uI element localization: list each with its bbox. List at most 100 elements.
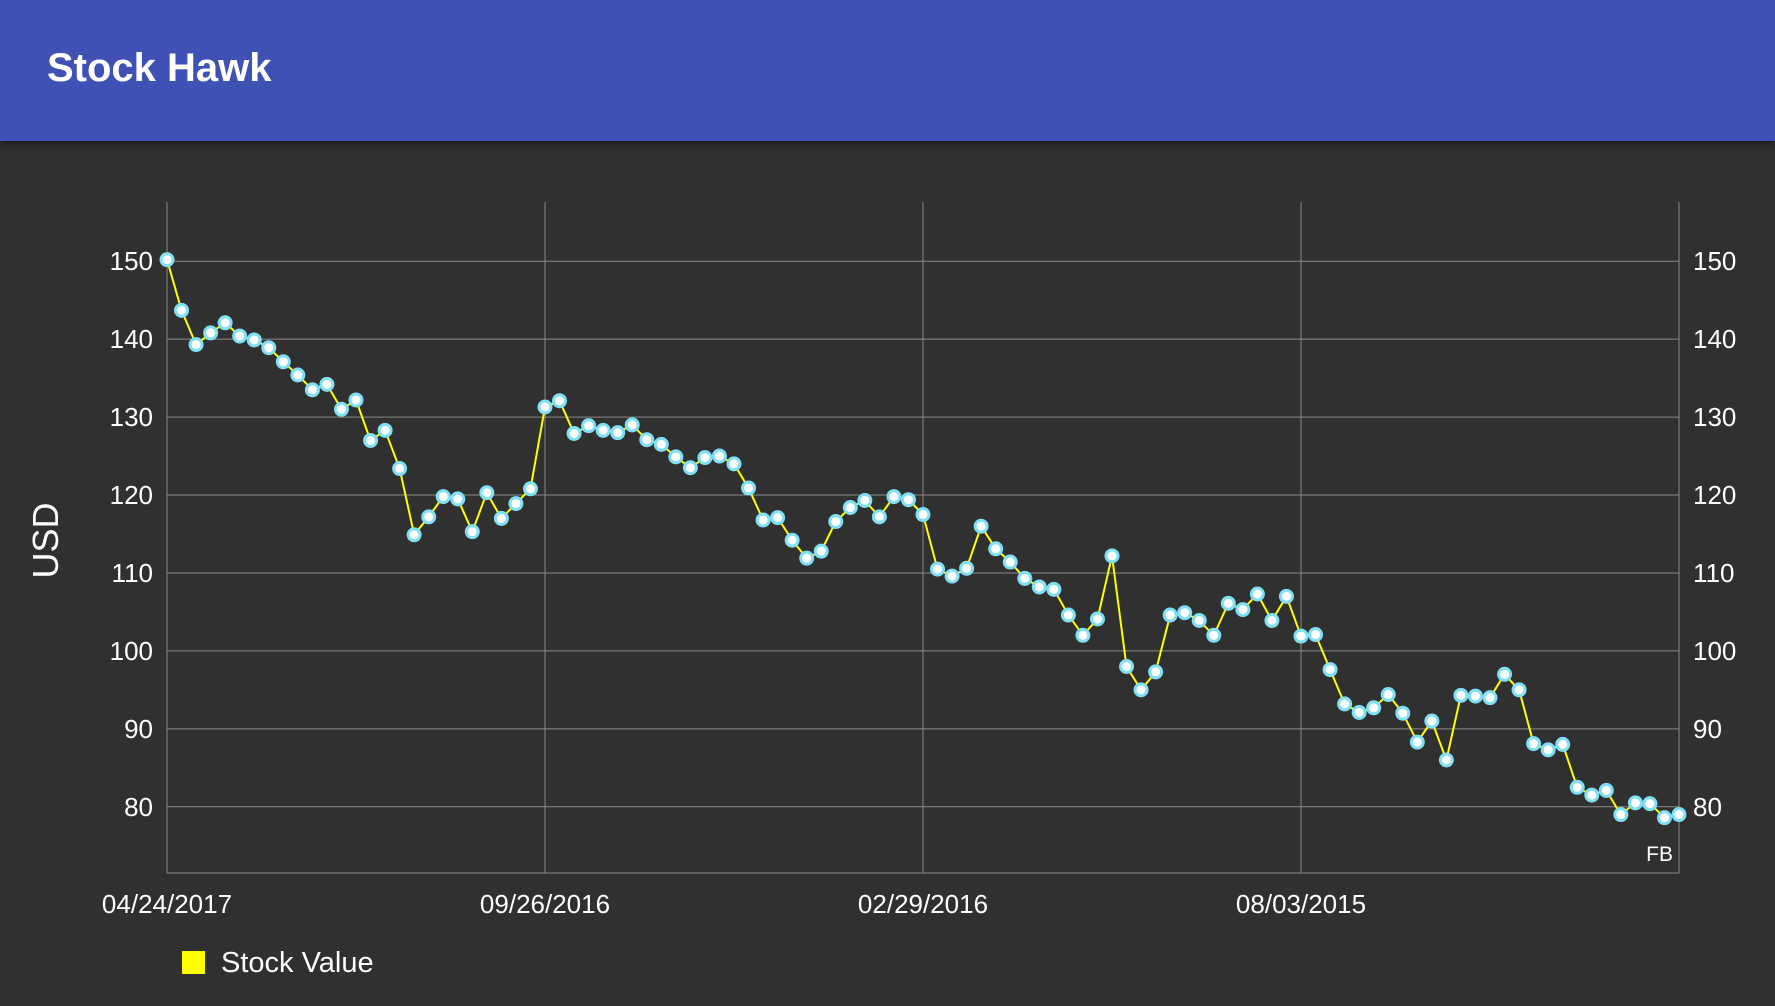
data-point[interactable]: [857, 492, 873, 508]
data-point[interactable]: [1089, 611, 1105, 627]
data-point[interactable]: [1235, 602, 1251, 618]
data-point[interactable]: [1497, 666, 1513, 682]
data-point[interactable]: [1366, 700, 1382, 716]
data-point[interactable]: [1206, 627, 1222, 643]
data-point[interactable]: [624, 417, 640, 433]
data-point[interactable]: [392, 461, 408, 477]
data-point[interactable]: [1540, 742, 1556, 758]
data-point[interactable]: [711, 448, 727, 464]
data-point[interactable]: [828, 514, 844, 530]
data-point[interactable]: [871, 509, 887, 525]
data-point[interactable]: [1278, 588, 1294, 604]
data-point[interactable]: [959, 560, 975, 576]
data-point[interactable]: [741, 480, 757, 496]
data-point[interactable]: [203, 325, 219, 341]
data-point[interactable]: [435, 489, 451, 505]
data-point[interactable]: [406, 527, 422, 543]
data-point[interactable]: [377, 422, 393, 438]
data-point[interactable]: [174, 302, 190, 318]
data-point[interactable]: [1584, 787, 1600, 803]
data-point[interactable]: [479, 485, 495, 501]
data-point[interactable]: [246, 332, 262, 348]
data-point[interactable]: [900, 492, 916, 508]
data-point[interactable]: [290, 367, 306, 383]
data-point[interactable]: [1322, 662, 1338, 678]
data-point[interactable]: [1337, 696, 1353, 712]
data-point[interactable]: [261, 340, 277, 356]
data-point[interactable]: [363, 432, 379, 448]
data-point[interactable]: [319, 376, 335, 392]
data-point[interactable]: [1308, 627, 1324, 643]
data-point[interactable]: [450, 491, 466, 507]
data-point[interactable]: [1671, 807, 1687, 823]
data-point[interactable]: [1424, 713, 1440, 729]
data-point[interactable]: [1569, 779, 1585, 795]
data-point[interactable]: [1075, 627, 1091, 643]
data-point[interactable]: [217, 315, 233, 331]
data-point[interactable]: [1119, 658, 1135, 674]
data-point[interactable]: [1395, 705, 1411, 721]
data-point[interactable]: [159, 252, 175, 268]
data-point[interactable]: [682, 460, 698, 476]
data-point[interactable]: [610, 425, 626, 441]
data-point[interactable]: [581, 418, 597, 434]
data-point[interactable]: [1162, 607, 1178, 623]
data-point[interactable]: [1249, 586, 1265, 602]
data-point[interactable]: [1511, 682, 1527, 698]
data-point[interactable]: [1177, 605, 1193, 621]
data-point[interactable]: [1598, 782, 1614, 798]
data-point[interactable]: [1555, 736, 1571, 752]
data-point[interactable]: [464, 524, 480, 540]
data-point[interactable]: [755, 512, 771, 528]
data-point[interactable]: [1627, 795, 1643, 811]
data-point[interactable]: [1220, 595, 1236, 611]
data-point[interactable]: [653, 436, 669, 452]
data-point[interactable]: [944, 568, 960, 584]
data-point[interactable]: [1351, 704, 1367, 720]
data-point[interactable]: [522, 481, 538, 497]
data-point[interactable]: [1438, 752, 1454, 768]
data-point[interactable]: [668, 449, 684, 465]
data-point[interactable]: [348, 392, 364, 408]
data-point[interactable]: [886, 489, 902, 505]
data-point[interactable]: [188, 337, 204, 353]
data-point[interactable]: [1656, 810, 1672, 826]
data-point[interactable]: [1060, 607, 1076, 623]
data-point[interactable]: [842, 499, 858, 515]
stock-line-chart[interactable]: 80 80 90 90 100 100 110 110 120 120 130 130 140 140 15…: [0, 141, 1775, 1006]
data-point[interactable]: [930, 561, 946, 577]
data-point[interactable]: [552, 393, 568, 409]
data-point[interactable]: [1191, 612, 1207, 628]
data-point[interactable]: [1017, 570, 1033, 586]
data-point[interactable]: [1642, 796, 1658, 812]
data-point[interactable]: [1104, 548, 1120, 564]
data-point[interactable]: [973, 518, 989, 534]
data-point[interactable]: [1409, 734, 1425, 750]
data-point[interactable]: [537, 399, 553, 415]
data-point[interactable]: [493, 510, 509, 526]
data-point[interactable]: [639, 432, 655, 448]
data-point[interactable]: [726, 456, 742, 472]
data-point[interactable]: [915, 507, 931, 523]
data-point[interactable]: [1002, 554, 1018, 570]
data-point[interactable]: [566, 425, 582, 441]
data-point[interactable]: [421, 509, 437, 525]
data-point[interactable]: [1482, 690, 1498, 706]
data-point[interactable]: [770, 510, 786, 526]
data-point[interactable]: [1133, 682, 1149, 698]
data-point[interactable]: [1264, 612, 1280, 628]
data-point[interactable]: [595, 422, 611, 438]
data-point[interactable]: [275, 354, 291, 370]
data-point[interactable]: [508, 496, 524, 512]
data-point[interactable]: [784, 532, 800, 548]
data-point[interactable]: [1031, 579, 1047, 595]
data-point[interactable]: [988, 541, 1004, 557]
data-point[interactable]: [1380, 687, 1396, 703]
data-point[interactable]: [333, 401, 349, 417]
data-point[interactable]: [813, 543, 829, 559]
data-point[interactable]: [1046, 581, 1062, 597]
data-point[interactable]: [697, 450, 713, 466]
data-point[interactable]: [1293, 628, 1309, 644]
data-point[interactable]: [1467, 688, 1483, 704]
data-point[interactable]: [232, 328, 248, 344]
